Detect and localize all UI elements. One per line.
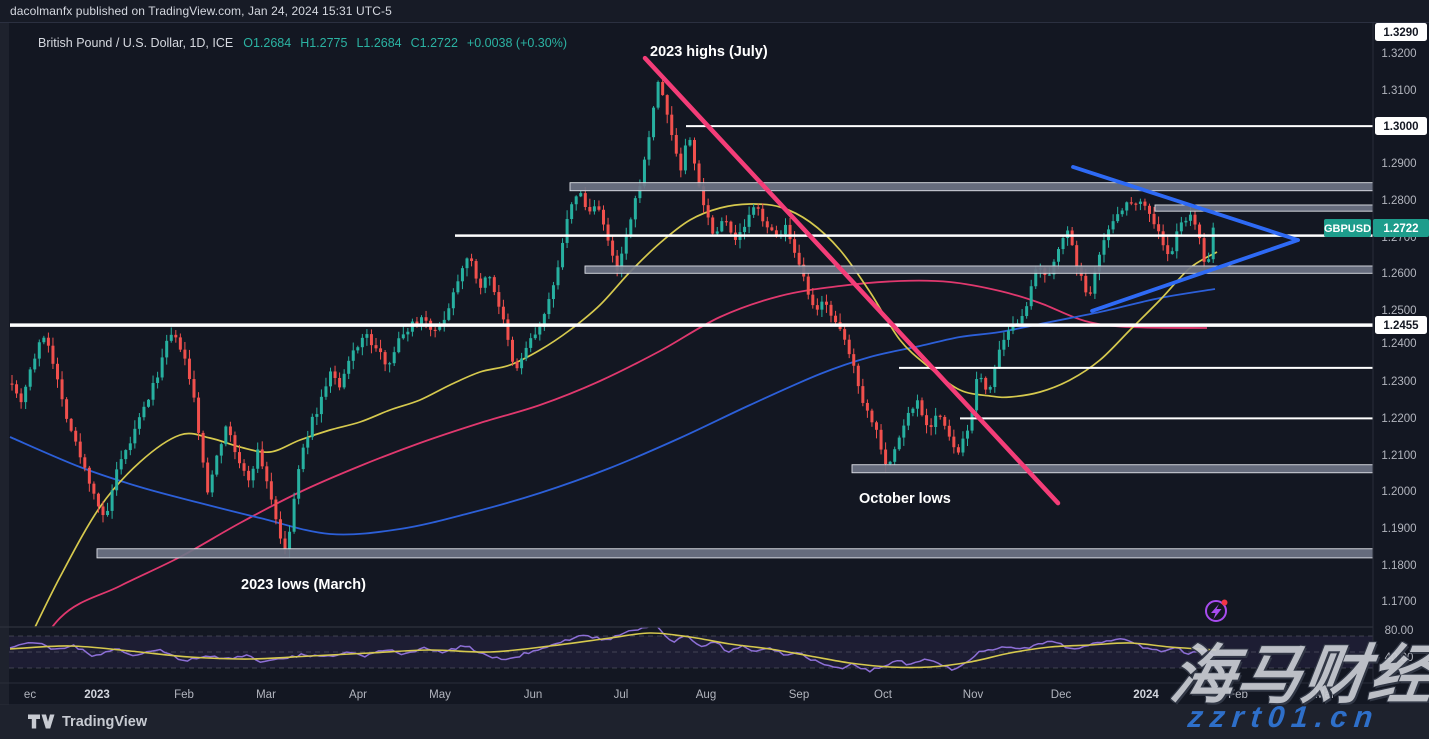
time-axis-tick: Jul <box>614 689 629 701</box>
price-badge <box>1375 316 1427 334</box>
price-band <box>851 464 1374 474</box>
tradingview-logo-text: TradingView <box>62 713 148 730</box>
price-axis-tick: 1.2900 <box>1381 158 1416 170</box>
symbol-title: British Pound / U.S. Dollar, 1D, ICE <box>38 36 234 50</box>
price-axis-tick: 80.00 <box>1385 625 1414 637</box>
july-downtrend-line <box>642 55 1061 506</box>
time-axis-tick: Apr <box>349 689 367 701</box>
tradingview-logo[interactable]: TradingView <box>28 713 147 730</box>
svg-text:1.2455: 1.2455 <box>1383 320 1419 332</box>
price-axis-tick: 1.2400 <box>1381 338 1416 350</box>
oscillator-pane <box>9 635 1373 669</box>
time-axis-tick: Aug <box>696 689 716 701</box>
time-axis-tick: 2023 <box>84 689 110 701</box>
time-axis[interactable]: ec 2023 Feb Mar Apr May Jun Jul Aug Sep Oct Nov Dec 2… <box>24 689 1335 701</box>
price-badge <box>1375 117 1427 135</box>
svg-text:1.3290: 1.3290 <box>1383 27 1418 39</box>
ma-mid-blue <box>9 288 1216 536</box>
price-axis-tick: 1.2000 <box>1381 486 1416 498</box>
price-axis-tick: 40.00 <box>1385 652 1414 664</box>
time-axis-tick: Mar <box>1315 689 1335 701</box>
symbol-badge-label: GBPUSD <box>1324 223 1371 235</box>
candles-layer <box>10 75 1215 558</box>
oscillator-lines <box>9 627 1217 673</box>
ma-slow-pink <box>51 279 1208 627</box>
ohlc-item: H1.2775 <box>300 36 348 50</box>
annotation-text: 2023 highs (July) <box>650 44 768 60</box>
trendlines-layer[interactable] <box>642 55 1300 506</box>
ohlc-item: +0.0038 (+0.30%) <box>466 36 567 50</box>
last-price-label: 1.2722 <box>1383 223 1418 235</box>
time-axis-tick: Mar <box>256 689 276 701</box>
pane-borders <box>0 22 1429 706</box>
price-axis-tick: 1.1800 <box>1381 560 1416 572</box>
time-axis-tick: ec <box>24 689 36 701</box>
rsi-ma-line <box>9 632 1217 669</box>
watermark-url: zzrt01.cn <box>1186 701 1382 734</box>
time-axis-tick: May <box>429 689 451 701</box>
time-axis-tick: Dec <box>1051 689 1072 701</box>
left-gutter <box>0 22 9 705</box>
time-axis-tick: Feb <box>1228 689 1248 701</box>
triangle-upper-line <box>1071 165 1300 242</box>
time-axis-tick: 2024 <box>1133 689 1159 701</box>
ohlc-item: O1.2684 <box>243 36 292 50</box>
footer-bar: TradingView <box>0 705 1429 739</box>
publish-info-text: dacolmanfx published on TradingView.com,… <box>10 4 392 18</box>
price-axis-tick: 1.2100 <box>1381 450 1416 462</box>
price-axis[interactable]: 1.32001.31001.30001.29001.28001.27001.26… <box>1375 23 1427 664</box>
price-axis-tick: 1.2300 <box>1381 376 1416 388</box>
price-axis-tick: 1.3200 <box>1381 48 1416 60</box>
publish-info-bar: dacolmanfx published on TradingView.com,… <box>0 0 1429 23</box>
price-band <box>569 182 1374 192</box>
svg-text:1.3000: 1.3000 <box>1383 121 1418 133</box>
price-axis-tick: 1.2600 <box>1381 268 1416 280</box>
price-axis-tick: 1.1700 <box>1381 596 1416 608</box>
price-axis-tick: 1.1900 <box>1381 523 1416 535</box>
annotation-text: October lows <box>859 491 951 507</box>
time-axis-tick: Jun <box>524 689 543 701</box>
price-band <box>96 548 1374 559</box>
price-axis-tick: 1.2200 <box>1381 413 1416 425</box>
time-axis-tick: Sep <box>789 689 809 701</box>
ma-fast-yellow <box>34 203 1218 627</box>
price-axis-tick: 1.2500 <box>1381 305 1416 317</box>
ohlc-item: L1.2684 <box>356 36 402 50</box>
lightning-boost-icon[interactable] <box>1205 599 1228 622</box>
price-badge <box>1375 23 1427 41</box>
time-axis-tick: Feb <box>174 689 194 701</box>
annotation-text: 2023 lows (March) <box>241 577 366 593</box>
time-axis-tick: Oct <box>874 689 893 701</box>
price-band <box>584 265 1374 274</box>
ohlc-values: O1.2684 H1.2775 L1.2684 C1.2722 +0.0038 (+0.… <box>243 36 576 50</box>
current-price-badge: GBPUSD 1.2722 <box>1324 219 1429 237</box>
triangle-lower-line <box>1090 238 1300 313</box>
chart-annotations: 2023 highs (July) October lows 2023 lows (… <box>241 44 951 593</box>
price-axis-tick: 1.2800 <box>1381 195 1416 207</box>
time-axis-tick: Nov <box>963 689 984 701</box>
ohlc-item: C1.2722 <box>410 36 458 50</box>
price-axis-tick: 1.3100 <box>1381 85 1416 97</box>
tradingview-logo-icon <box>28 714 55 729</box>
symbol-legend: British Pound / U.S. Dollar, 1D, ICE O1.… <box>38 36 576 50</box>
